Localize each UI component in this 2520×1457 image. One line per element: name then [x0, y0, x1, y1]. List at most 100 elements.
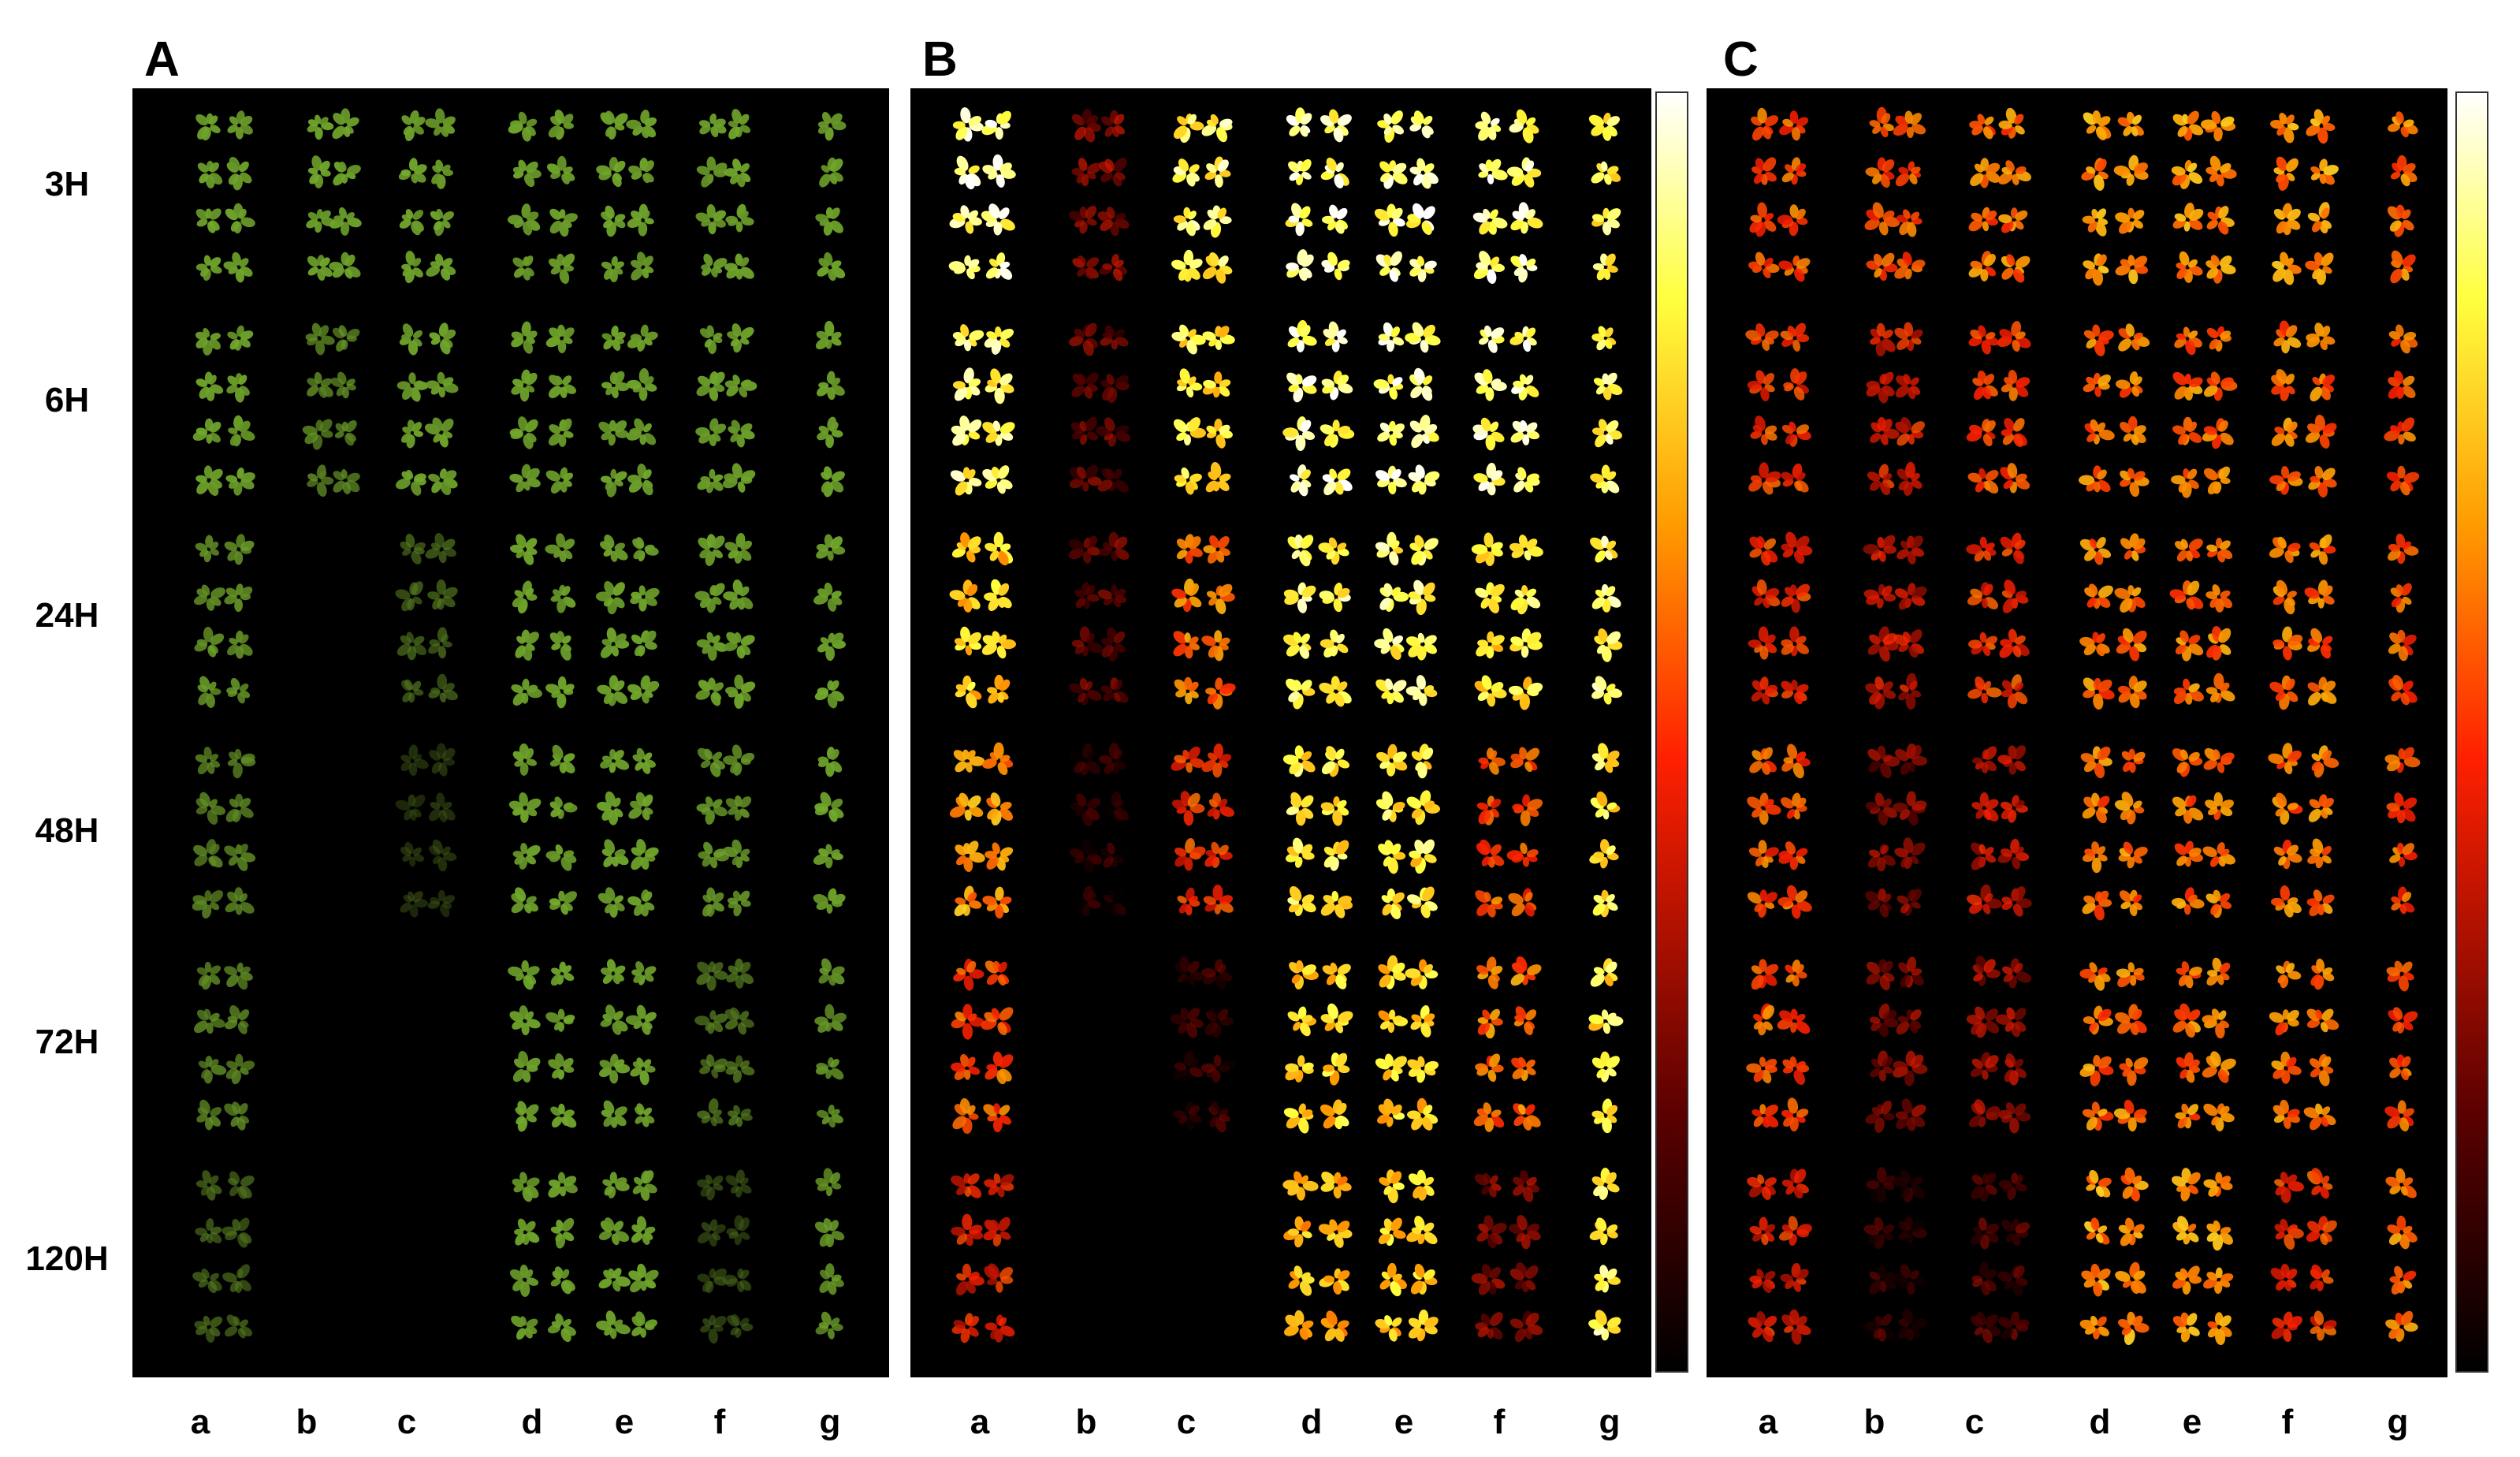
plant-rosette [627, 203, 654, 237]
plant-rosette [600, 749, 630, 773]
plant-rosette [2000, 532, 2026, 565]
plant-rosette [2388, 324, 2418, 354]
plant-rosette [2310, 1264, 2334, 1291]
plant-rosette [396, 632, 427, 661]
plant-rosette [1511, 1056, 1536, 1082]
plant-rosette [2271, 1051, 2302, 1084]
plant-rosette [1288, 1265, 1315, 1296]
plant-rosette [1282, 1171, 1319, 1201]
plant-rosette [1173, 1101, 1202, 1131]
plant-rosette [2079, 1055, 2114, 1086]
plant-rosette [1203, 884, 1234, 915]
plant-rosette [329, 207, 362, 236]
plant-rosette [1319, 1268, 1350, 1295]
plant-rosette [600, 1004, 628, 1035]
plant-rosette [628, 1263, 659, 1293]
plant-rosette [1997, 838, 2030, 870]
plant-rosette [600, 959, 626, 985]
plant-rosette [2271, 369, 2295, 401]
plant-rosette [549, 890, 577, 915]
plant-rosette [2120, 468, 2150, 497]
plant-rosette [724, 253, 754, 280]
plant-rosette [548, 253, 575, 285]
plant-rosette [2115, 1261, 2146, 1295]
plant-rosette [2386, 960, 2414, 992]
plant-rosette [1511, 374, 1539, 401]
plant-rosette [1171, 746, 1204, 773]
plant-rosette [2385, 1168, 2417, 1198]
row-label-72h: 72H [35, 1023, 99, 1061]
plant-rosette [1751, 1104, 1779, 1128]
plant-rosette [192, 1269, 222, 1294]
plant-rosette [2384, 1100, 2414, 1132]
plant-rosette [596, 1310, 631, 1340]
plant-rosette [1320, 157, 1349, 188]
plant-rosette [2172, 371, 2203, 401]
plant-rosette [196, 1099, 221, 1131]
plant-rosette [1870, 322, 1896, 357]
plant-rosette [949, 579, 981, 613]
plant-rosette [2083, 253, 2109, 286]
plant-rosette [2172, 416, 2202, 445]
plant-rosette [1591, 1051, 1620, 1083]
plant-rosette [1510, 956, 1542, 986]
plant-rosette [1588, 1310, 1621, 1341]
plant-rosette [2205, 155, 2237, 187]
col-label-c-g: g [2387, 1403, 2409, 1441]
plant-rosette [2202, 1008, 2230, 1039]
plant-rosette [986, 792, 1013, 826]
plant-rosette [1897, 462, 1923, 496]
plant-rosette [1967, 582, 1998, 609]
plant-rosette [548, 110, 574, 140]
plant-rosette [1201, 959, 1233, 989]
plant-rosette [985, 842, 1014, 871]
plant-rosette [1870, 1050, 1893, 1082]
plant-rosette [1286, 792, 1314, 826]
plant-rosette [400, 419, 423, 449]
plant-rosette [1204, 156, 1231, 188]
plant-rosette [725, 1055, 755, 1083]
plant-rosette [1318, 1219, 1353, 1248]
plant-rosette [1201, 743, 1232, 778]
plant-rosette [1749, 536, 1778, 566]
plant-rosette [1069, 464, 1102, 492]
plant-rosette [2269, 536, 2301, 564]
plant-rosette [2206, 957, 2231, 986]
plant-rosette [401, 110, 426, 142]
plant-rosette [813, 888, 846, 914]
plant-rosette [227, 110, 253, 140]
plant-rosette [1477, 1008, 1503, 1039]
plant-rosette [1405, 959, 1439, 989]
plant-rosette [1322, 1053, 1350, 1086]
plant-rosette [1204, 1007, 1234, 1038]
plant-rosette [1865, 676, 1897, 710]
plant-rosette [1323, 321, 1348, 352]
plant-rosette [1100, 325, 1129, 350]
plant-rosette [817, 371, 845, 401]
plant-rosette [1969, 114, 1996, 140]
plant-rosette [1893, 1169, 1925, 1203]
plant-rosette [2273, 839, 2302, 870]
plant-rosette [600, 110, 628, 140]
plant-rosette [724, 374, 757, 398]
plant-rosette [2001, 370, 2031, 401]
plant-rosette [2079, 465, 2111, 493]
plant-rosette [949, 792, 984, 821]
plant-rosette [817, 416, 843, 449]
plant-rosette [509, 1005, 541, 1036]
plant-rosette [1780, 322, 1810, 352]
plant-rosette [955, 1263, 985, 1296]
plant-rosette [1287, 1006, 1316, 1037]
plant-rosette [2305, 252, 2334, 285]
plant-rosette [2307, 628, 2333, 659]
plant-rosette [193, 839, 223, 868]
plant-rosette [1283, 1103, 1314, 1134]
panel-b-image [910, 88, 1651, 1377]
plant-rosette [2271, 885, 2302, 918]
plant-rosette [1971, 1217, 2000, 1250]
plant-rosette [195, 535, 220, 563]
plant-rosette [695, 204, 727, 235]
plant-rosette [1320, 629, 1349, 658]
plant-rosette [1867, 745, 1900, 779]
plant-rosette [723, 839, 750, 869]
